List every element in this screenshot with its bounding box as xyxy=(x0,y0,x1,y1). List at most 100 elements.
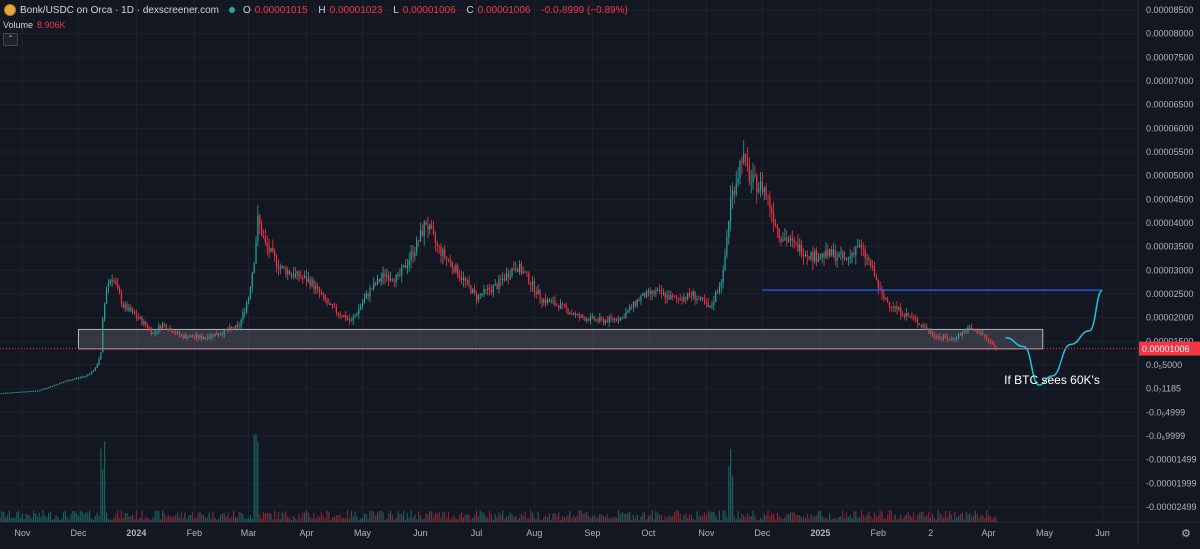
candle-body xyxy=(586,319,588,321)
volume-bar xyxy=(305,510,308,522)
candle-body xyxy=(350,320,352,322)
volume-bar xyxy=(176,512,179,522)
volume-bar xyxy=(12,517,14,522)
candle-body xyxy=(1,393,3,395)
volume-bar xyxy=(300,518,302,522)
volume-bar xyxy=(401,514,403,522)
candle-body xyxy=(883,294,885,299)
candle-body xyxy=(160,325,162,329)
volume-bar xyxy=(175,514,177,522)
volume-bar xyxy=(589,517,592,522)
candle-body xyxy=(10,392,12,394)
volume-bar xyxy=(102,468,104,522)
volume-bar xyxy=(345,518,347,522)
volume-bar xyxy=(823,518,825,522)
candle-body xyxy=(330,303,332,305)
volume-bar xyxy=(976,513,978,522)
candle-body xyxy=(595,319,597,321)
candle-body xyxy=(85,375,87,377)
y-axis-tick-label: 0.00004500 xyxy=(1146,194,1194,204)
volume-bar xyxy=(427,514,429,522)
candle-body xyxy=(365,293,367,299)
candle-body xyxy=(266,242,268,247)
x-axis-tick-label: Oct xyxy=(641,528,656,538)
volume-bar xyxy=(793,511,795,522)
candle-body xyxy=(546,299,549,303)
collapse-legend-button[interactable]: ⌃ xyxy=(3,33,18,46)
volume-bar xyxy=(550,519,552,522)
volume-bar xyxy=(154,511,156,522)
volume-bar xyxy=(888,510,891,522)
candle-body xyxy=(573,313,575,315)
candle-body xyxy=(642,293,644,296)
candle-body xyxy=(96,364,98,368)
volume-bar xyxy=(113,517,115,522)
candle-body xyxy=(763,187,765,193)
volume-bar xyxy=(752,510,754,522)
volume-bar xyxy=(666,518,668,522)
candle-body xyxy=(944,335,947,338)
gear-icon[interactable]: ⚙ xyxy=(1181,528,1191,540)
candle-body xyxy=(373,282,375,289)
volume-bar xyxy=(143,519,145,522)
candle-body xyxy=(767,195,769,198)
volume-bar xyxy=(597,516,599,522)
volume-bar xyxy=(730,448,732,522)
x-axis-tick-label: Nov xyxy=(14,528,31,538)
volume-bar xyxy=(531,513,534,522)
volume-bar xyxy=(447,511,450,522)
volume-bar xyxy=(939,513,941,522)
volume-bar xyxy=(561,516,564,522)
volume-bar xyxy=(417,511,420,522)
candle-body xyxy=(208,336,210,339)
change-value: -0.0₇8999 (−0.89%) xyxy=(541,4,628,16)
candle-body xyxy=(126,304,128,311)
volume-bar xyxy=(384,519,386,522)
candle-body xyxy=(483,289,485,294)
candle-body xyxy=(718,286,721,293)
volume-bar xyxy=(924,516,926,522)
candle-body xyxy=(567,308,569,314)
candle-body xyxy=(438,245,440,247)
volume-bar xyxy=(163,512,166,522)
volume-bar xyxy=(367,518,369,522)
candle-body xyxy=(795,241,797,243)
candle-body xyxy=(550,300,552,302)
candle-body xyxy=(332,303,334,307)
candle-body xyxy=(773,212,775,223)
volume-bar xyxy=(1,511,3,522)
candle-body xyxy=(733,190,735,195)
volume-bar xyxy=(410,510,412,522)
candle-body xyxy=(76,378,78,380)
volume-bar xyxy=(703,512,706,522)
volume-bar xyxy=(948,510,950,522)
volume-bar xyxy=(971,516,973,522)
volume-bar xyxy=(406,513,408,522)
candle-body xyxy=(552,300,554,302)
volume-bar xyxy=(249,515,252,522)
volume-bar xyxy=(204,517,207,522)
candle-body xyxy=(857,246,859,248)
volume-bar xyxy=(619,513,621,522)
volume-bar xyxy=(268,512,270,522)
candle-body xyxy=(939,336,941,338)
volume-bar xyxy=(769,515,771,522)
volume-bar xyxy=(74,511,76,522)
volume-bar xyxy=(462,517,465,522)
volume-bar xyxy=(885,518,887,522)
volume-bar xyxy=(105,512,108,522)
candle-body xyxy=(68,380,70,382)
volume-bar xyxy=(0,517,1,522)
volume-bar xyxy=(152,516,154,522)
volume-bar xyxy=(593,514,595,522)
candle-body xyxy=(218,334,220,336)
candle-body xyxy=(322,294,324,296)
y-axis-tick-label: 0.00007000 xyxy=(1146,76,1194,86)
volume-bar xyxy=(350,511,352,522)
volume-bar xyxy=(673,512,676,522)
candle-body xyxy=(459,275,461,278)
volume-bar xyxy=(690,515,693,522)
volume-bar xyxy=(238,511,240,522)
